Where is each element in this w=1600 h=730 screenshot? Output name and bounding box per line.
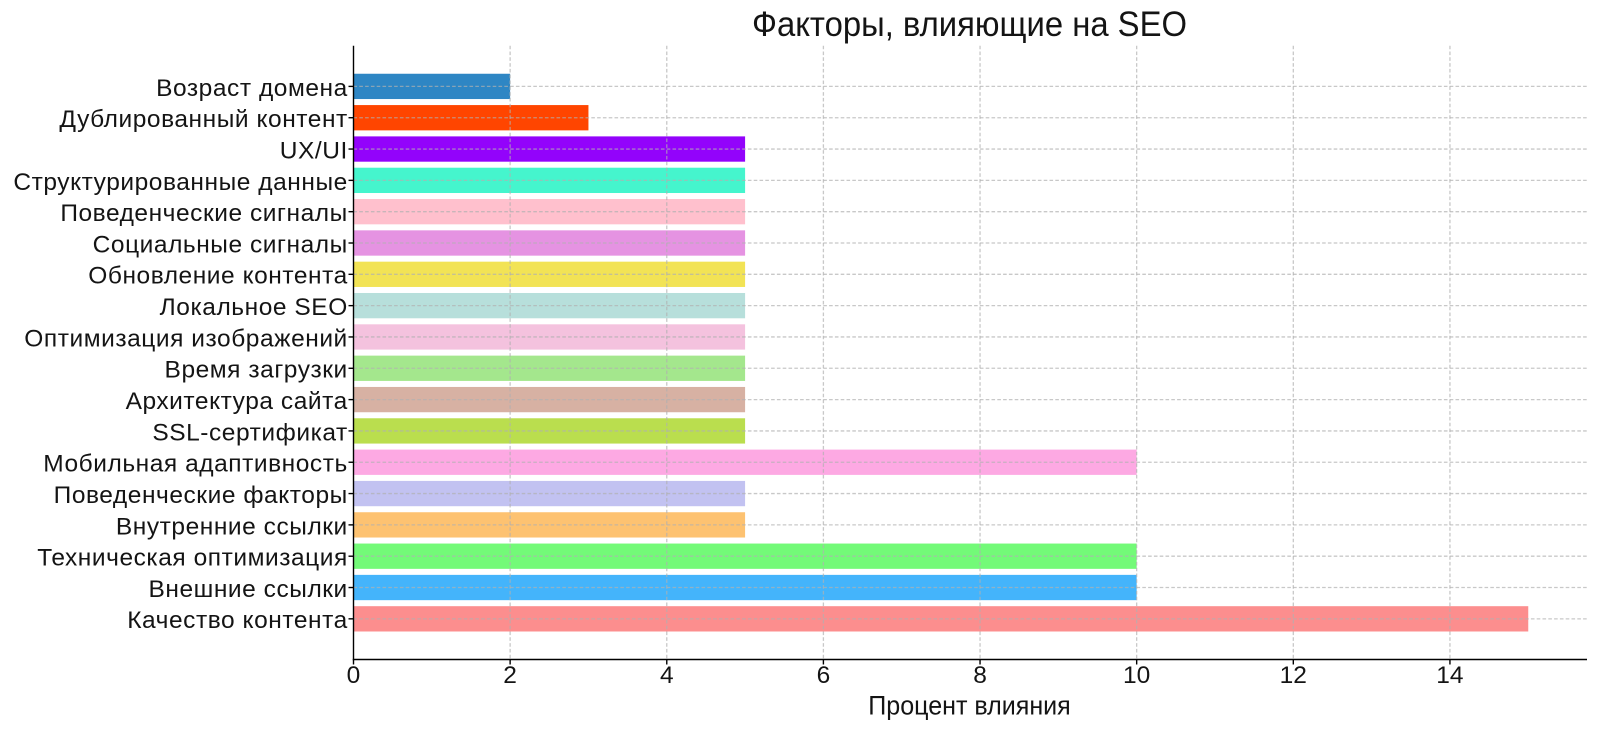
svg-text:2: 2 [503, 662, 517, 689]
svg-text:Процент влияния: Процент влияния [868, 691, 1071, 721]
svg-text:Время загрузки: Время загрузки [165, 357, 348, 384]
svg-text:Структурированные данные: Структурированные данные [13, 169, 347, 196]
svg-text:Поведенческие факторы: Поведенческие факторы [54, 482, 348, 509]
svg-text:Внутренние ссылки: Внутренние ссылки [116, 513, 348, 540]
svg-text:Возраст домена: Возраст домена [156, 75, 348, 102]
svg-text:Локальное SEO: Локальное SEO [160, 294, 348, 321]
svg-text:Качество контента: Качество контента [127, 607, 348, 634]
svg-text:Мобильная адаптивность: Мобильная адаптивность [43, 451, 348, 478]
svg-text:Факторы, влияющие на SEO: Факторы, влияющие на SEO [752, 5, 1187, 44]
svg-text:Социальные сигналы: Социальные сигналы [93, 231, 348, 258]
svg-text:14: 14 [1436, 662, 1463, 689]
svg-text:Дублированный контент: Дублированный контент [59, 106, 347, 133]
svg-text:6: 6 [817, 662, 831, 689]
svg-text:10: 10 [1123, 662, 1150, 689]
svg-text:8: 8 [973, 662, 987, 689]
svg-text:Оптимизация изображений: Оптимизация изображений [24, 325, 348, 352]
svg-text:Архитектура сайта: Архитектура сайта [126, 388, 348, 415]
svg-text:SSL-сертификат: SSL-сертификат [152, 419, 347, 446]
svg-text:Внешние ссылки: Внешние ссылки [148, 576, 347, 603]
svg-text:Поведенческие сигналы: Поведенческие сигналы [60, 200, 347, 227]
svg-text:UX/UI: UX/UI [280, 137, 348, 164]
svg-text:Техническая оптимизация: Техническая оптимизация [37, 545, 348, 572]
svg-text:4: 4 [660, 662, 674, 689]
svg-text:12: 12 [1280, 662, 1307, 689]
svg-text:0: 0 [347, 662, 361, 689]
svg-text:Обновление контента: Обновление контента [88, 263, 348, 290]
